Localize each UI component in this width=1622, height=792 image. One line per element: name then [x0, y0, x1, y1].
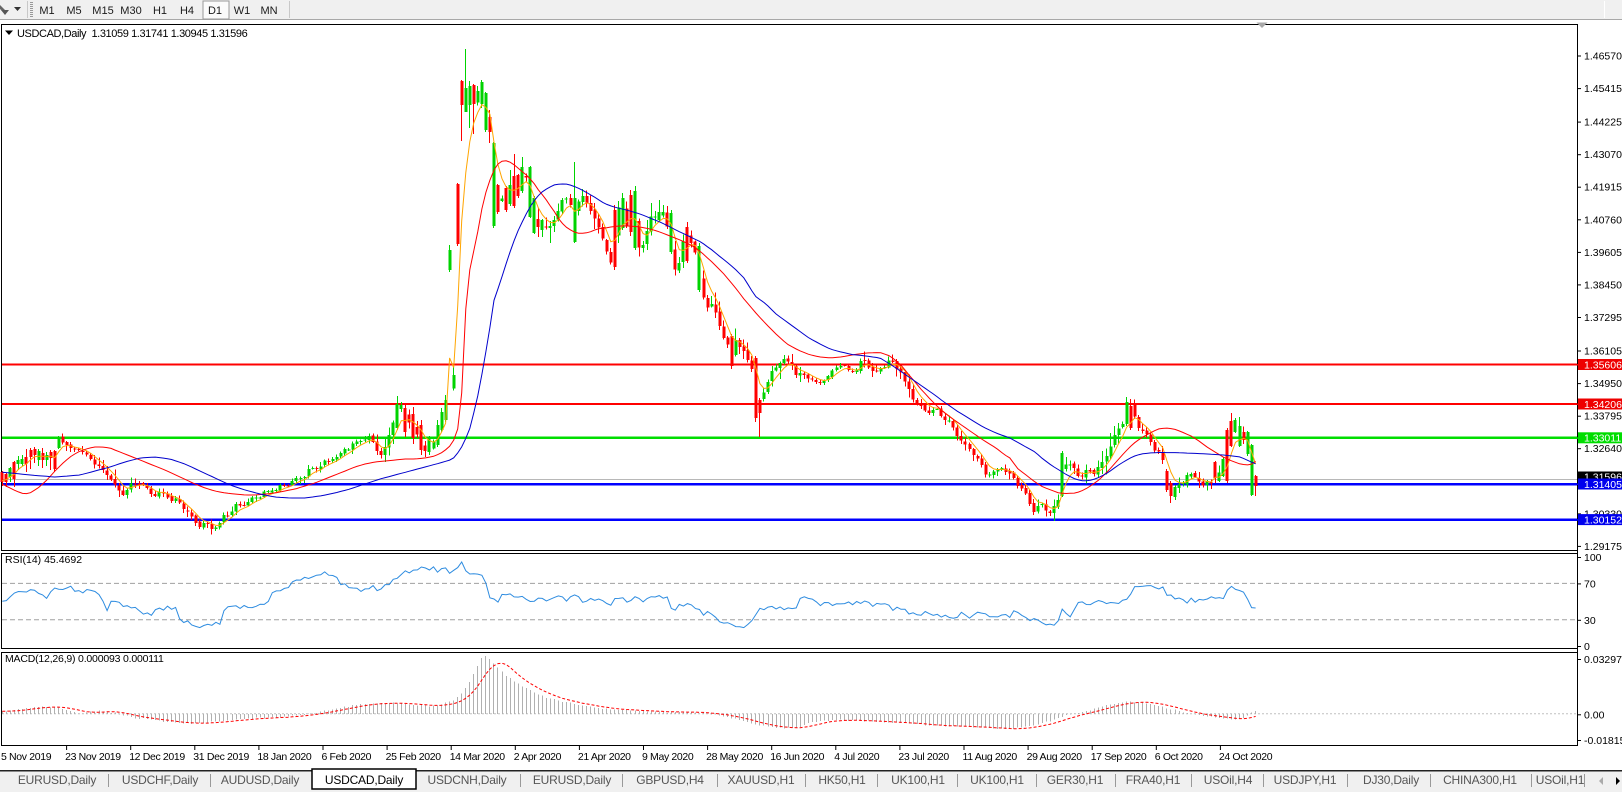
svg-text:D1: D1 — [208, 5, 222, 17]
svg-text:12 Dec 2019: 12 Dec 2019 — [129, 751, 185, 763]
svg-text:EURUSD,Daily: EURUSD,Daily — [18, 773, 96, 787]
svg-text:70: 70 — [1584, 578, 1596, 590]
svg-text:XAUUSD,H1: XAUUSD,H1 — [728, 773, 795, 787]
svg-text:21 Apr 2020: 21 Apr 2020 — [578, 751, 631, 763]
svg-text:1.46570: 1.46570 — [1584, 51, 1622, 63]
svg-text:MN: MN — [260, 5, 277, 17]
svg-text:1.30152: 1.30152 — [1584, 514, 1622, 526]
svg-text:1.33795: 1.33795 — [1584, 411, 1622, 423]
svg-text:28 May 2020: 28 May 2020 — [706, 751, 763, 763]
svg-text:1.33011: 1.33011 — [1584, 433, 1621, 445]
svg-text:4 Jul 2020: 4 Jul 2020 — [834, 751, 879, 763]
svg-text:USDCAD,Daily 1.31059 1.31741: USDCAD,Daily 1.31059 1.31741 1.30945 1.3… — [17, 28, 248, 40]
svg-text:M15: M15 — [92, 5, 113, 17]
svg-text:1.35606: 1.35606 — [1584, 359, 1622, 371]
svg-text:23 Jul 2020: 23 Jul 2020 — [898, 751, 949, 763]
svg-text:17 Sep 2020: 17 Sep 2020 — [1091, 751, 1147, 763]
svg-text:USDCNH,Daily: USDCNH,Daily — [428, 773, 507, 787]
svg-text:1.43070: 1.43070 — [1584, 149, 1622, 161]
svg-text:1.37295: 1.37295 — [1584, 312, 1622, 324]
svg-text:1.39605: 1.39605 — [1584, 247, 1622, 259]
svg-text:M30: M30 — [120, 5, 141, 17]
svg-text:0.00: 0.00 — [1584, 709, 1605, 721]
svg-text:USOil,H1: USOil,H1 — [1536, 773, 1585, 787]
svg-text:100: 100 — [1584, 552, 1602, 564]
svg-text:USDJPY,H1: USDJPY,H1 — [1274, 773, 1337, 787]
svg-text:HK50,H1: HK50,H1 — [818, 773, 866, 787]
svg-text:1.41915: 1.41915 — [1584, 182, 1622, 194]
svg-text:2 Apr 2020: 2 Apr 2020 — [514, 751, 562, 763]
svg-text:GBPUSD,H4: GBPUSD,H4 — [636, 773, 704, 787]
svg-text:1.45415: 1.45415 — [1584, 83, 1622, 95]
svg-text:24 Oct 2020: 24 Oct 2020 — [1219, 751, 1273, 763]
svg-text:M5: M5 — [66, 5, 81, 17]
svg-text:0: 0 — [1584, 641, 1590, 653]
svg-text:1.36105: 1.36105 — [1584, 346, 1622, 358]
svg-text:5 Nov 2019: 5 Nov 2019 — [1, 751, 52, 763]
svg-text:30: 30 — [1584, 615, 1596, 627]
svg-text:H1: H1 — [153, 5, 167, 17]
svg-text:MACD(12,26,9) 0.000093 0.00011: MACD(12,26,9) 0.000093 0.000111 — [5, 653, 164, 665]
svg-text:6 Oct 2020: 6 Oct 2020 — [1155, 751, 1203, 763]
svg-text:UK100,H1: UK100,H1 — [891, 773, 945, 787]
svg-text:H4: H4 — [180, 5, 194, 17]
svg-text:M1: M1 — [39, 5, 54, 17]
svg-text:1.38450: 1.38450 — [1584, 279, 1622, 291]
svg-text:USOil,H4: USOil,H4 — [1204, 773, 1253, 787]
svg-text:W1: W1 — [234, 5, 251, 17]
svg-text:18 Jan 2020: 18 Jan 2020 — [257, 751, 311, 763]
svg-text:1.44225: 1.44225 — [1584, 117, 1622, 129]
svg-text:16 Jun 2020: 16 Jun 2020 — [770, 751, 824, 763]
svg-text:AUDUSD,Daily: AUDUSD,Daily — [221, 773, 299, 787]
svg-text:GER30,H1: GER30,H1 — [1047, 773, 1104, 787]
svg-text:23 Nov 2019: 23 Nov 2019 — [65, 751, 121, 763]
svg-text:USDCHF,Daily: USDCHF,Daily — [122, 773, 198, 787]
svg-text:31 Dec 2019: 31 Dec 2019 — [193, 751, 249, 763]
svg-text:14 Mar 2020: 14 Mar 2020 — [450, 751, 506, 763]
svg-text:9 May 2020: 9 May 2020 — [642, 751, 694, 763]
svg-text:6 Feb 2020: 6 Feb 2020 — [322, 751, 372, 763]
svg-text:1.29175: 1.29175 — [1584, 541, 1622, 553]
svg-text:0.032972: 0.032972 — [1584, 654, 1622, 666]
svg-text:RSI(14) 45.4692: RSI(14) 45.4692 — [5, 554, 82, 566]
svg-text:11 Aug 2020: 11 Aug 2020 — [963, 751, 1018, 763]
svg-text:1.32640: 1.32640 — [1584, 443, 1622, 455]
svg-text:-0.018154: -0.018154 — [1584, 735, 1622, 747]
svg-text:1.40760: 1.40760 — [1584, 214, 1622, 226]
svg-text:1.34950: 1.34950 — [1584, 378, 1622, 390]
svg-text:1.34206: 1.34206 — [1584, 399, 1622, 411]
svg-text:29 Aug 2020: 29 Aug 2020 — [1027, 751, 1083, 763]
svg-text:25 Feb 2020: 25 Feb 2020 — [386, 751, 442, 763]
svg-text:USDCAD,Daily: USDCAD,Daily — [325, 773, 403, 787]
svg-text:UK100,H1: UK100,H1 — [970, 773, 1024, 787]
svg-text:EURUSD,Daily: EURUSD,Daily — [533, 773, 611, 787]
svg-text:DJ30,Daily: DJ30,Daily — [1363, 773, 1419, 787]
svg-text:FRA40,H1: FRA40,H1 — [1126, 773, 1181, 787]
svg-text:CHINA300,H1: CHINA300,H1 — [1443, 773, 1517, 787]
svg-text:1.31405: 1.31405 — [1584, 479, 1622, 491]
